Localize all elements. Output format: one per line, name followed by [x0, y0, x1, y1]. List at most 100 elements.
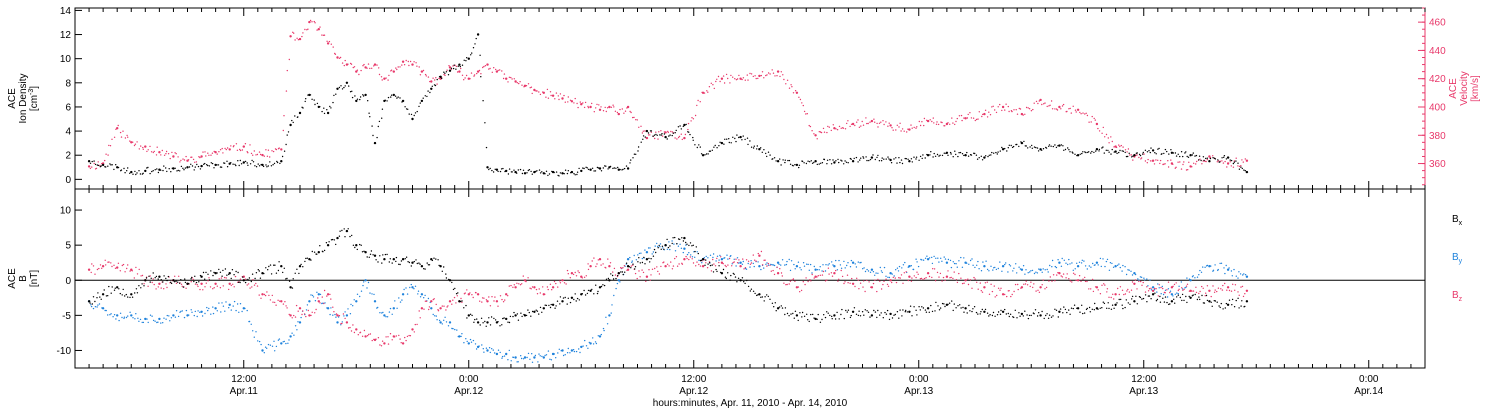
velocity-series-point [598, 108, 602, 112]
velocity-series-sample [1102, 126, 1105, 129]
velocity-ytick-label: 440 [1429, 46, 1446, 57]
bz-series-sample [971, 287, 973, 289]
bx-series-sample [213, 271, 215, 274]
velocity-series-sample [811, 130, 813, 132]
bx-series-sample [1168, 303, 1170, 306]
by-series-sample [1100, 265, 1103, 268]
velocity-series-sample [752, 75, 754, 78]
bx-series-point [430, 258, 433, 261]
by-series-sample [474, 343, 477, 345]
bz-series-sample [437, 310, 440, 312]
bz-series-sample [481, 297, 484, 299]
bz-series-sample [181, 285, 183, 287]
velocity-series-sample [650, 131, 652, 133]
density-series-sample [1136, 152, 1138, 154]
by-series-sample [850, 259, 853, 262]
density-series-sample [728, 141, 730, 144]
density-series-point [101, 163, 105, 167]
density-series-sample [586, 167, 588, 169]
by-series-sample [765, 263, 767, 265]
density-series-sample [924, 157, 926, 159]
by-series-sample [569, 352, 571, 354]
bz-series-point [355, 328, 358, 331]
bz-series-sample [858, 288, 860, 290]
density-series-sample [234, 163, 236, 166]
bz-series-sample [710, 270, 713, 272]
by-series-sample [880, 270, 883, 272]
bz-series-sample [830, 272, 833, 274]
by-series-sample [790, 260, 793, 262]
bz-series-sample [847, 282, 849, 284]
density-series-sample [516, 172, 518, 174]
density-series-sample [461, 64, 464, 66]
by-series-sample [478, 345, 480, 347]
velocity-series-sample [641, 132, 644, 134]
by-series-sample [353, 299, 355, 301]
by-series-sample [901, 267, 903, 269]
by-series-point [420, 293, 424, 296]
bz-series-sample [247, 283, 250, 285]
density-series-sample [255, 166, 258, 168]
bz-series-sample [899, 277, 901, 279]
bz-series-sample [911, 277, 913, 279]
by-series-sample [745, 268, 748, 270]
velocity-series-sample [771, 69, 773, 71]
velocity-series-sample [799, 98, 802, 101]
by-series-sample [1060, 265, 1063, 267]
bx-series-sample [760, 296, 762, 298]
density-series-sample [933, 152, 935, 155]
velocity-series-point [1226, 162, 1230, 165]
density-series-sample [424, 95, 426, 97]
bx-series-sample [973, 306, 976, 308]
density-series-sample [441, 77, 443, 80]
bz-series-sample [932, 268, 934, 270]
by-series-sample [488, 347, 491, 349]
xtick-date-label: Apr.13 [1129, 386, 1158, 397]
by-series-sample [166, 314, 168, 317]
by-series-sample [97, 304, 99, 306]
bx-series-sample [445, 277, 448, 279]
bz-series-sample [539, 292, 541, 294]
velocity-series-sample [1050, 100, 1053, 102]
by-series-sample [1237, 277, 1239, 279]
by-series-point [392, 307, 395, 310]
bz-series-sample [630, 265, 632, 267]
velocity-series-sample [687, 128, 689, 131]
bz-series-sample [1101, 284, 1103, 286]
by-series-sample [961, 266, 964, 268]
density-series-sample [216, 164, 218, 166]
bx-series-sample [424, 268, 426, 270]
bz-series-sample [877, 278, 879, 281]
by-series-sample [1030, 270, 1032, 272]
bx-series-sample [924, 309, 927, 311]
bz-series-sample [1071, 281, 1073, 283]
bx-series-sample [576, 297, 579, 300]
by-series-sample [527, 352, 530, 355]
bz-series-sample [1004, 293, 1006, 296]
density-series-sample [485, 146, 488, 149]
by-series-sample [885, 275, 887, 277]
velocity-series-sample [132, 141, 134, 143]
density-series-point [373, 141, 377, 145]
density-series-sample [711, 149, 713, 151]
by-series-sample [434, 315, 436, 317]
bx-series-sample [660, 248, 662, 250]
density-series-sample [585, 166, 587, 168]
density-series-sample [1195, 154, 1198, 157]
bx-series-sample [205, 271, 207, 274]
bx-series-sample [1069, 313, 1071, 315]
by-series-sample [741, 263, 744, 265]
bz-series-sample [409, 335, 412, 337]
by-series-sample [444, 316, 446, 318]
density-series-sample [868, 159, 870, 162]
by-series-sample [170, 317, 173, 319]
bx-series-sample [1173, 298, 1175, 300]
bz-series-sample [953, 271, 955, 273]
bz-series-sample [535, 288, 538, 291]
bz-series-sample [639, 276, 641, 278]
bx-series-sample [1155, 300, 1158, 302]
density-series-sample [463, 59, 465, 61]
bx-series-sample [1026, 314, 1028, 316]
velocity-series-sample [975, 118, 978, 121]
